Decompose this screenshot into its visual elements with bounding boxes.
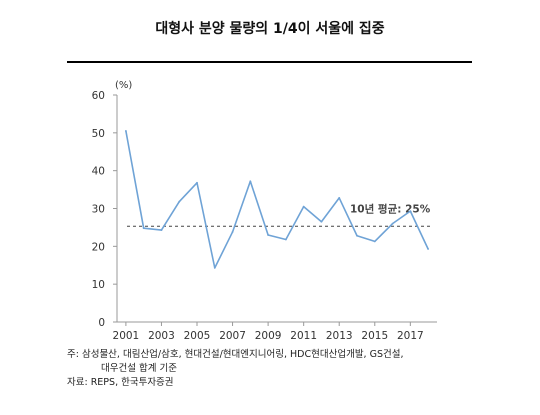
data-point xyxy=(267,234,270,236)
title-divider xyxy=(67,61,472,63)
y-unit-label: (%) xyxy=(115,80,132,91)
y-tick-label: 0 xyxy=(98,317,105,329)
data-point xyxy=(373,240,376,243)
data-point xyxy=(178,200,181,203)
x-axis: 2001 2003 2005 2007 2009 2011 2013 2015 2017 xyxy=(113,321,437,342)
chart-title: 대형사 분양 물량의 1/4이 서울에 집중 xyxy=(155,21,385,37)
data-point xyxy=(302,205,305,208)
y-tick-label: 50 xyxy=(92,128,105,140)
series-line-0 xyxy=(125,130,429,269)
y-tick-label: 30 xyxy=(92,204,105,216)
data-point xyxy=(160,229,163,231)
x-tick-label: 2011 xyxy=(290,330,317,342)
data-point xyxy=(409,210,412,213)
x-tick-label: 2001 xyxy=(113,330,140,342)
y-tick-label: 40 xyxy=(92,166,105,178)
data-point xyxy=(124,130,127,132)
x-tick-label: 2017 xyxy=(397,330,424,342)
data-point xyxy=(142,227,145,230)
average-label: 10년 평균: 25% xyxy=(350,202,431,215)
data-point xyxy=(391,222,394,225)
data-point xyxy=(249,180,252,183)
x-tick-label: 2013 xyxy=(326,330,353,342)
note-line-2: 대우건설 합계 기준 xyxy=(101,363,177,374)
footnotes: 주: 삼성물산, 대림산업/삼호, 현대건설/현대엔지니어링, HDC현대산업개… xyxy=(67,348,487,390)
x-tick-label: 2005 xyxy=(184,330,211,342)
x-tick-label: 2007 xyxy=(219,330,246,342)
y-tick-label: 10 xyxy=(92,279,105,291)
data-point xyxy=(320,220,323,223)
data-point xyxy=(356,234,358,237)
data-point xyxy=(427,248,430,250)
data-point xyxy=(284,238,287,241)
note-line-1: 주: 삼성물산, 대림산업/삼호, 현대건설/현대엔지니어링, HDC현대산업개… xyxy=(67,349,404,360)
series-group xyxy=(124,130,430,269)
data-point xyxy=(231,231,234,233)
x-tick-label: 2015 xyxy=(361,330,388,342)
x-tick-label: 2003 xyxy=(148,330,175,342)
y-tick-label: 20 xyxy=(92,241,105,253)
x-tick-label: 2009 xyxy=(255,330,282,342)
y-axis: 0 10 20 30 40 50 60 xyxy=(92,90,118,329)
average-reference: 10년 평균: 25% xyxy=(127,202,433,227)
data-point xyxy=(196,181,198,184)
y-tick-label: 60 xyxy=(92,90,105,102)
data-point xyxy=(338,197,341,199)
data-point xyxy=(213,266,216,269)
source-line: 자료: REPS, 한국투자증권 xyxy=(67,377,174,388)
